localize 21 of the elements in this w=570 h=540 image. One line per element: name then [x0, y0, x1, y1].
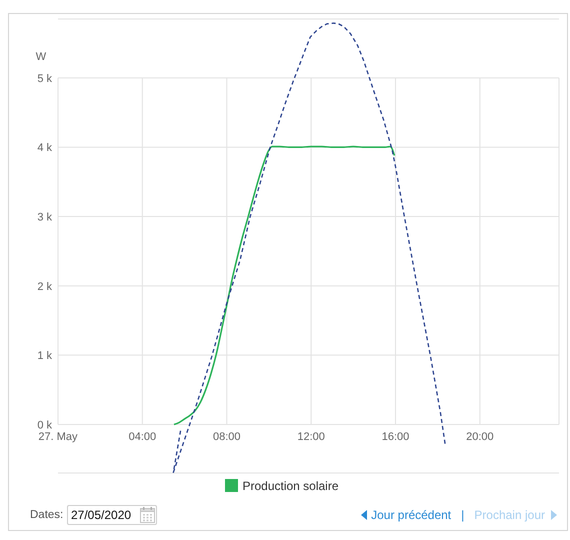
text: |: [461, 508, 464, 522]
line-series: [172, 22, 446, 473]
y-tick-label: 1 k: [37, 350, 52, 362]
y-tick-label: 4 k: [37, 142, 52, 154]
y-tick-label: 3 k: [37, 211, 52, 224]
date-field: 27/05/2020: [67, 505, 157, 525]
y-tick-label: 5 k: [37, 72, 52, 85]
x-tick-label: 20:00: [466, 430, 494, 443]
x-tick-label: 12:00: [297, 430, 325, 443]
y-tick-label: 0 k: [37, 419, 52, 432]
y-axis-title: W: [36, 50, 47, 63]
x-tick-label: 16:00: [382, 430, 410, 443]
x-tick-label: 08:00: [212, 430, 241, 443]
y-tick-label: 2 k: [37, 280, 52, 293]
line-series: [173, 146, 396, 426]
text: Jour précédent: [371, 508, 452, 522]
legend-label: Production solaire: [242, 479, 339, 493]
text: Prochain jour: [474, 508, 545, 522]
x-tick-label: 04:00: [128, 430, 156, 443]
x-tick-label: 27. May: [38, 430, 78, 443]
text: Dates:: [30, 508, 64, 522]
